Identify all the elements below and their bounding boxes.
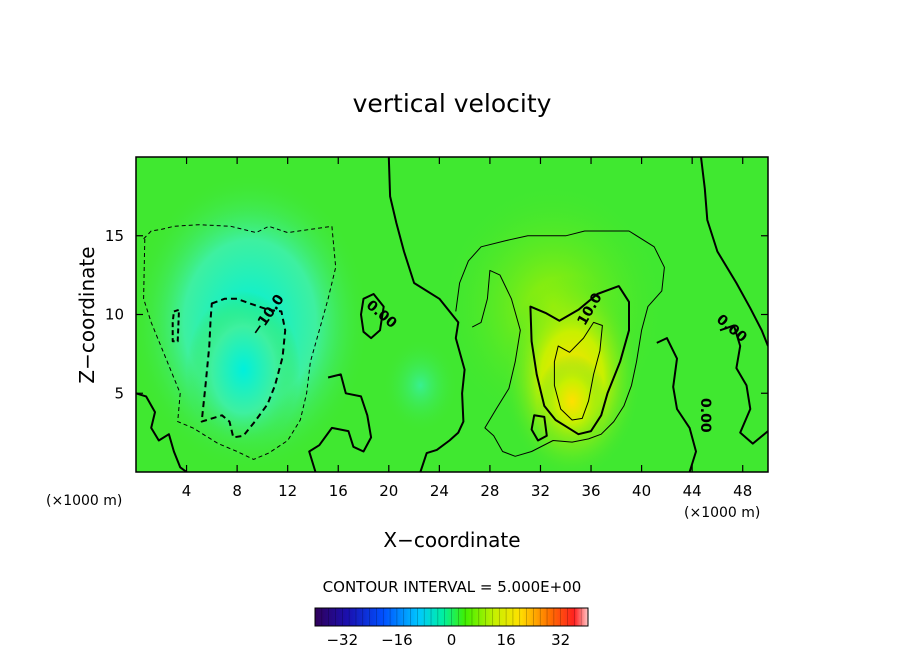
x-unit-label-left: (×1000 m)	[46, 493, 122, 509]
contour-neg10	[200, 297, 287, 439]
x-tick-label: 48	[733, 482, 752, 500]
x-tick-label: 32	[531, 482, 550, 500]
x-tick-label: 28	[480, 482, 499, 500]
colorbar-tick-label: 0	[447, 631, 457, 649]
contour-pos5	[455, 230, 665, 457]
contour-pos15	[553, 321, 603, 421]
contour-zero-a	[387, 157, 466, 472]
contour-zero-b	[700, 157, 768, 347]
downdraft-core-shading	[186, 290, 301, 449]
contour-neg5	[143, 224, 337, 460]
chart-title: vertical velocity	[353, 89, 552, 118]
x-tick-label: 36	[581, 482, 600, 500]
colorbar-tick-label: 16	[497, 631, 516, 649]
x-ticks: 4 8 12 16 20 24 28 32 36 40 44 48	[182, 157, 752, 500]
x-tick-label: 8	[232, 482, 242, 500]
colorbar-ticks: −32 −16 0 16 32	[326, 631, 570, 649]
x-tick-label: 44	[683, 482, 702, 500]
y-tick-label: 5	[114, 384, 124, 402]
contour-pos10	[529, 285, 630, 436]
x-tick-label: 12	[278, 482, 297, 500]
y-tick-label: 10	[105, 306, 124, 324]
contour-zero-c	[360, 293, 385, 340]
contour-interval-text: CONTOUR INTERVAL = 5.000E+00	[323, 578, 582, 596]
x-unit-label-right: (×1000 m)	[684, 505, 760, 521]
colorbar-tick-label: 32	[551, 631, 570, 649]
x-axis-label: X−coordinate	[383, 528, 520, 552]
contour-zero-g	[719, 324, 768, 445]
y-ticks: 5 10 15	[105, 227, 768, 402]
contour-pos10-small	[530, 414, 548, 442]
x-tick-label: 16	[329, 482, 348, 500]
colorbar-segments	[321, 608, 582, 626]
x-tick-label: 20	[379, 482, 398, 500]
contour-zero-f	[656, 337, 697, 472]
contour-label: 0.00	[697, 398, 713, 433]
colorbar: −32 −16 0 16 32	[314, 607, 589, 649]
y-axis-label: Z−coordinate	[75, 246, 99, 383]
plot-area	[135, 156, 769, 473]
x-tick-label: 24	[430, 482, 449, 500]
contour-lines	[136, 157, 768, 472]
y-tick-label: 15	[105, 227, 124, 245]
contour-zero-e	[308, 373, 373, 472]
colorbar-tick-label: −32	[326, 631, 358, 649]
colorbar-tick-label: −16	[381, 631, 413, 649]
x-tick-label: 40	[632, 482, 651, 500]
colorbar-gradient	[314, 607, 589, 627]
weak-downdraft-shading	[382, 338, 459, 433]
x-tick-label: 4	[182, 482, 192, 500]
contour-neg10-small	[171, 308, 180, 343]
contour-zero-d	[136, 392, 188, 472]
